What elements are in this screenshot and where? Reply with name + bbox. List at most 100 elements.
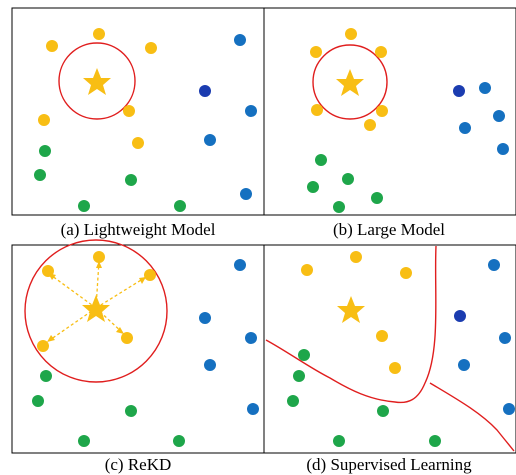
points-yellow: [37, 251, 156, 352]
point: [42, 265, 54, 277]
point: [40, 370, 52, 382]
point: [46, 40, 58, 52]
point: [204, 359, 216, 371]
point: [78, 200, 90, 212]
point: [234, 259, 246, 271]
arrow-heads: [47, 261, 146, 342]
point: [78, 435, 90, 447]
panel-d: [263, 244, 516, 454]
panel-c: [11, 239, 265, 454]
point: [453, 85, 465, 97]
point: [350, 251, 362, 263]
points-yellow: [38, 28, 157, 149]
point: [376, 105, 388, 117]
star-icon: [83, 68, 111, 95]
caption-b: (b) Large Model: [333, 220, 445, 239]
points-yellow: [301, 251, 412, 374]
point: [125, 405, 137, 417]
point: [93, 251, 105, 263]
decision-boundary: [265, 245, 437, 404]
point: [345, 28, 357, 40]
point: [298, 349, 310, 361]
points-yellow: [310, 28, 388, 131]
point: [459, 122, 471, 134]
caption-c: (c) ReKD: [105, 455, 172, 474]
star-icon: [82, 295, 110, 322]
points-blue: [199, 34, 257, 200]
point: [310, 46, 322, 58]
point: [293, 370, 305, 382]
decision-boundary: [429, 382, 515, 452]
caption-d: (d) Supervised Learning: [306, 455, 472, 474]
arrowhead: [47, 335, 55, 342]
neighborhood-circle: [312, 44, 388, 120]
point: [199, 312, 211, 324]
point: [488, 259, 500, 271]
point: [333, 201, 345, 213]
caption-a: (a) Lightweight Model: [61, 220, 216, 239]
point: [245, 332, 257, 344]
point: [311, 104, 323, 116]
point: [364, 119, 376, 131]
neighborhood-circle: [24, 239, 168, 383]
panel-d-frame: [263, 244, 516, 454]
point: [199, 85, 211, 97]
points-blue: [199, 259, 259, 415]
arrowhead: [139, 277, 146, 284]
star-icon: [337, 296, 365, 323]
point: [234, 34, 246, 46]
point: [454, 310, 466, 322]
point: [247, 403, 259, 415]
star-icon: [336, 69, 364, 96]
point: [400, 267, 412, 279]
point: [145, 42, 157, 54]
point: [121, 332, 133, 344]
point: [333, 435, 345, 447]
point: [458, 359, 470, 371]
point: [125, 174, 137, 186]
arrowhead: [96, 261, 102, 268]
point: [376, 330, 388, 342]
point: [315, 154, 327, 166]
point: [307, 181, 319, 193]
point: [371, 192, 383, 204]
point: [301, 264, 313, 276]
point: [39, 145, 51, 157]
points-blue: [454, 259, 515, 415]
point: [503, 403, 515, 415]
point: [37, 340, 49, 352]
point: [123, 105, 135, 117]
point: [240, 188, 252, 200]
point: [204, 134, 216, 146]
point: [34, 169, 46, 181]
points-green: [287, 349, 441, 447]
point: [429, 435, 441, 447]
relation-arrow: [95, 276, 147, 309]
point: [389, 362, 401, 374]
points-green: [32, 370, 185, 447]
panel-a: [11, 7, 265, 216]
point: [342, 173, 354, 185]
panel-a-frame: [11, 7, 265, 216]
point: [174, 200, 186, 212]
point: [497, 143, 509, 155]
points-blue: [453, 82, 509, 155]
point: [173, 435, 185, 447]
point: [493, 110, 505, 122]
point: [132, 137, 144, 149]
arrowhead: [116, 327, 124, 334]
point: [375, 46, 387, 58]
point: [287, 395, 299, 407]
relation-arrow: [47, 272, 97, 309]
points-green: [307, 154, 383, 213]
point: [245, 105, 257, 117]
point: [32, 395, 44, 407]
point: [499, 332, 511, 344]
point: [479, 82, 491, 94]
point: [377, 405, 389, 417]
point: [38, 114, 50, 126]
point: [144, 269, 156, 281]
panel-b: [263, 7, 516, 216]
point: [93, 28, 105, 40]
